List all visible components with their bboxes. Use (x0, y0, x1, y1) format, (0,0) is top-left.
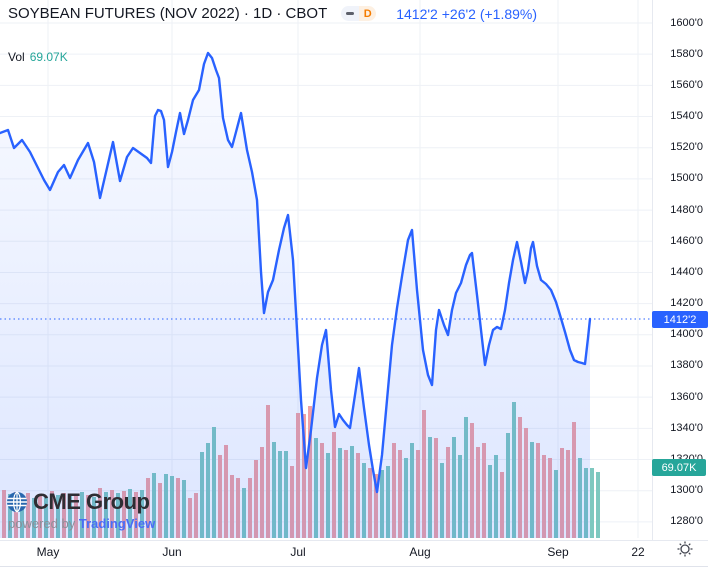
price-axis-label: 1580'0 (670, 47, 703, 60)
chart-header: SOYBEAN FUTURES (NOV 2022) · 1D · CBOT D… (8, 5, 537, 22)
cme-logo-text: CME Group (33, 489, 150, 514)
cme-globe-icon (7, 491, 27, 513)
symbol-title[interactable]: SOYBEAN FUTURES (NOV 2022) · 1D · CBOT (8, 5, 328, 22)
interval-pill[interactable]: D (341, 6, 377, 21)
volume-bar (596, 472, 600, 538)
price-axis-label: 1360'0 (670, 390, 703, 403)
price-axis-label: 1400'0 (670, 328, 703, 341)
price-series (0, 51, 652, 538)
cme-logo: CME Group (6, 489, 155, 515)
price-axis-label: 1500'0 (670, 172, 703, 185)
powered-by-text: powered by (8, 516, 76, 531)
time-axis-label: Sep (547, 545, 569, 559)
time-axis-label: Jun (162, 545, 182, 559)
price-axis-label: 1440'0 (670, 265, 703, 278)
price-axis-label: 1300'0 (670, 484, 703, 497)
time-axis-label: 22 (631, 545, 645, 559)
powered-by-line: powered by TradingView (8, 516, 155, 531)
vol-label: Vol (8, 50, 25, 64)
price-axis-label: 1420'0 (670, 297, 703, 310)
last-price-badge: 1412'2 (652, 311, 708, 328)
price-axis-separator (652, 0, 653, 540)
settings-icon[interactable] (676, 540, 694, 558)
quote-readout: 1412'2 +26'2 (+1.89%) (396, 6, 537, 22)
tradingview-link[interactable]: TradingView (78, 516, 156, 531)
time-axis-label: Jul (290, 545, 306, 559)
price-change: +26'2 (+1.89%) (441, 5, 538, 22)
footer-branding: CME Group powered by TradingView (6, 489, 155, 531)
price-axis-label: 1380'0 (670, 359, 703, 372)
time-axis-separator (0, 540, 708, 541)
price-axis-label: 1480'0 (670, 203, 703, 216)
volume-legend: Vol 69.07K (8, 50, 68, 64)
time-axis-label: Aug (409, 545, 431, 559)
interval-button[interactable]: D (359, 6, 377, 21)
last-price: 1412'2 (396, 5, 438, 22)
price-axis-label: 1540'0 (670, 110, 703, 123)
price-line (0, 51, 592, 494)
volume-badge: 69.07K (652, 459, 706, 476)
time-axis-label: May (36, 545, 60, 559)
collapse-button[interactable] (341, 6, 360, 21)
time-axis[interactable]: May Jun Jul Aug Sep 22 (0, 541, 652, 566)
minus-icon (346, 12, 355, 15)
price-axis-label: 1560'0 (670, 78, 703, 91)
price-axis-label: 1520'0 (670, 141, 703, 154)
price-axis-label: 1460'0 (670, 234, 703, 247)
price-axis-label: 1340'0 (670, 421, 703, 434)
price-axis-label: 1280'0 (670, 515, 703, 528)
volume-bar (590, 468, 594, 538)
price-axis-label: 1600'0 (670, 16, 703, 29)
vol-value: 69.07K (29, 50, 68, 64)
